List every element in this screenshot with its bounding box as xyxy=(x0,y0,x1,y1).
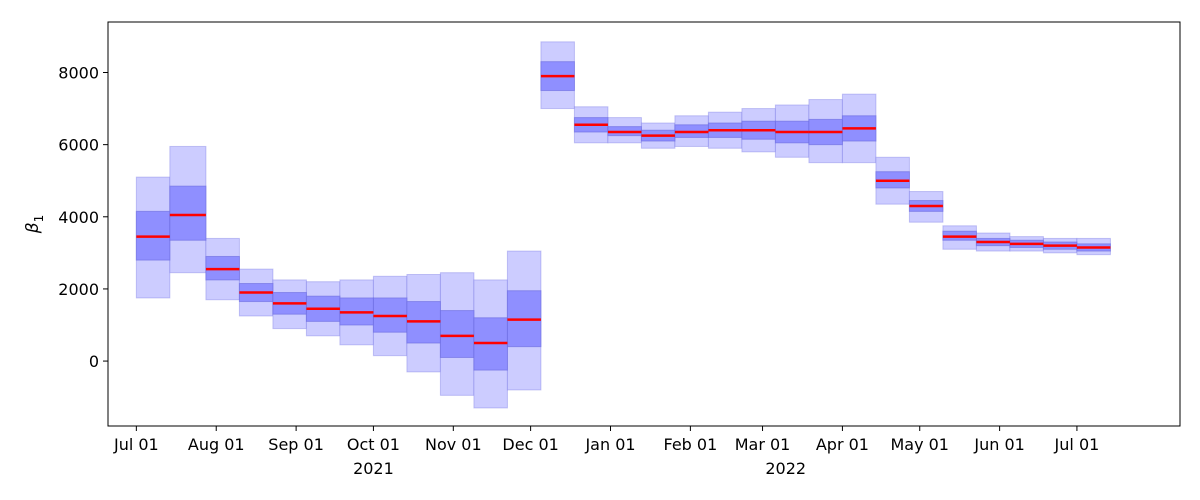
x-axis: Jul 01 Aug 01 Sep 01 Oct 01 Nov 01 Dec 01 Jan … xyxy=(113,426,1099,478)
x-tick-label-7: Feb 01 xyxy=(663,435,717,454)
plot-frame xyxy=(108,22,1180,426)
inner-band-1 xyxy=(169,185,207,241)
x-year-label-0: 2021 xyxy=(353,459,394,478)
y-tick-label-0: 0 xyxy=(89,352,99,371)
y-axis-label-subscript: 1 xyxy=(32,215,46,223)
inner-band-9 xyxy=(439,310,475,358)
median-lines xyxy=(136,74,1111,345)
y-axis-label: β xyxy=(23,222,43,234)
plot-area xyxy=(107,21,1181,427)
y-tick-label-4: 8000 xyxy=(58,64,99,83)
y-tick-label-3: 6000 xyxy=(58,136,99,155)
y-axis: 0 2000 4000 6000 8000 xyxy=(58,64,108,371)
x-tick-label-0: Jul 01 xyxy=(113,435,159,454)
x-tick-label-5: Dec 01 xyxy=(502,435,558,454)
x-year-label-1: 2022 xyxy=(765,459,806,478)
x-tick-label-6: Jan 01 xyxy=(584,435,635,454)
plot-border xyxy=(107,21,1181,427)
x-tick-label-8: Mar 01 xyxy=(735,435,791,454)
y-tick-label-1: 2000 xyxy=(58,280,99,299)
x-tick-label-3: Oct 01 xyxy=(347,435,400,454)
svg-text:β1: β1 xyxy=(23,215,46,235)
x-tick-label-4: Nov 01 xyxy=(425,435,482,454)
x-tick-label-2: Sep 01 xyxy=(268,435,324,454)
y-tick-label-2: 4000 xyxy=(58,208,99,227)
x-tick-label-1: Aug 01 xyxy=(188,435,245,454)
x-tick-label-9: Apr 01 xyxy=(816,435,869,454)
x-tick-label-10: May 01 xyxy=(890,435,949,454)
x-tick-label-11: Jun 01 xyxy=(973,435,1024,454)
x-tick-label-12: Jul 01 xyxy=(1054,435,1100,454)
y-axis-title: β1 xyxy=(23,215,46,235)
